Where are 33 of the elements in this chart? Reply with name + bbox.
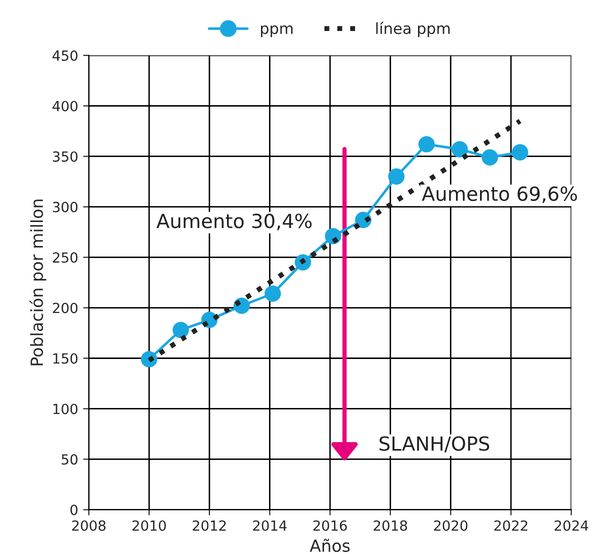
x-axis-title: Años xyxy=(310,538,350,552)
y-tick-label: 50 xyxy=(62,454,78,465)
point xyxy=(264,285,281,302)
x-tick-label: 2016 xyxy=(313,520,347,531)
x-tick-label: 2018 xyxy=(374,520,408,531)
y-axis-title: Población por millon xyxy=(30,200,46,366)
point xyxy=(172,322,189,338)
y-tick-label: 250 xyxy=(52,252,78,263)
point xyxy=(388,168,405,185)
x-tick-label: 2008 xyxy=(72,520,106,531)
x-tick-label: 2012 xyxy=(192,520,226,531)
legend-label: línea ppm xyxy=(376,22,450,38)
x-tick-label: 2022 xyxy=(494,520,528,531)
y-tick-label: 300 xyxy=(52,202,78,212)
x-tick-label: 2024 xyxy=(554,520,588,531)
legend-label: ppm xyxy=(260,25,293,38)
x-tick-label: 2020 xyxy=(434,520,468,531)
point xyxy=(452,141,468,158)
y-tick-label: 150 xyxy=(53,353,78,364)
annotation: Aumento 69,6% xyxy=(422,186,577,204)
x-tick-label: 2010 xyxy=(132,520,166,531)
point xyxy=(418,136,435,152)
y-tick-label: 0 xyxy=(70,504,78,516)
point xyxy=(482,149,498,166)
y-tick-label: 350 xyxy=(52,151,78,162)
annotation: SLANH/OPS xyxy=(380,436,490,452)
x-tick-label: 2014 xyxy=(253,520,287,531)
y-tick-label: 200 xyxy=(52,302,78,314)
y-tick-label: 100 xyxy=(53,404,78,414)
annotation: Aumento 30,4% xyxy=(156,214,312,230)
point xyxy=(512,144,528,160)
y-tick-label: 400 xyxy=(52,100,78,112)
y-tick-label: 450 xyxy=(52,50,78,61)
